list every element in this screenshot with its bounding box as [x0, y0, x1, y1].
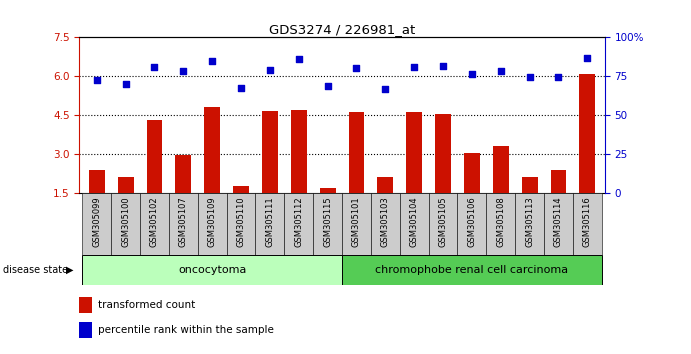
- Bar: [82, 255, 342, 285]
- Bar: [544, 193, 573, 255]
- Text: GSM305103: GSM305103: [381, 196, 390, 247]
- Bar: [117, 177, 133, 193]
- Bar: [551, 170, 567, 193]
- Bar: [573, 193, 602, 255]
- Text: oncocytoma: oncocytoma: [178, 265, 247, 275]
- Point: [149, 64, 160, 70]
- Bar: [89, 170, 105, 193]
- Text: disease state: disease state: [3, 265, 68, 275]
- Bar: [342, 255, 602, 285]
- Text: GSM305115: GSM305115: [323, 196, 332, 247]
- Bar: [205, 107, 220, 193]
- Bar: [111, 193, 140, 255]
- Point: [466, 71, 477, 76]
- Point: [120, 81, 131, 87]
- Bar: [579, 74, 595, 193]
- Point: [207, 58, 218, 63]
- Bar: [291, 110, 307, 193]
- Bar: [435, 114, 451, 193]
- Point: [553, 75, 564, 80]
- Text: GSM305099: GSM305099: [93, 196, 102, 247]
- Bar: [146, 120, 162, 193]
- Text: percentile rank within the sample: percentile rank within the sample: [98, 325, 274, 335]
- Text: GSM305104: GSM305104: [410, 196, 419, 247]
- Text: GSM305105: GSM305105: [439, 196, 448, 247]
- Text: GSM305101: GSM305101: [352, 196, 361, 247]
- Bar: [348, 113, 364, 193]
- Bar: [227, 193, 256, 255]
- Point: [91, 77, 102, 83]
- Bar: [256, 193, 284, 255]
- Bar: [262, 111, 278, 193]
- Bar: [79, 322, 91, 338]
- Bar: [176, 155, 191, 193]
- Text: transformed count: transformed count: [98, 300, 196, 310]
- Bar: [400, 193, 428, 255]
- Bar: [406, 113, 422, 193]
- Text: GSM305113: GSM305113: [525, 196, 534, 247]
- Text: GSM305109: GSM305109: [208, 196, 217, 247]
- Point: [408, 64, 419, 70]
- Text: GSM305111: GSM305111: [265, 196, 274, 247]
- Bar: [313, 193, 342, 255]
- Text: chromophobe renal cell carcinoma: chromophobe renal cell carcinoma: [375, 265, 569, 275]
- Text: GSM305114: GSM305114: [554, 196, 563, 247]
- Text: GSM305100: GSM305100: [121, 196, 130, 247]
- Bar: [522, 177, 538, 193]
- Bar: [493, 146, 509, 193]
- Title: GDS3274 / 226981_at: GDS3274 / 226981_at: [269, 23, 415, 36]
- Bar: [198, 193, 227, 255]
- Point: [524, 75, 535, 80]
- Bar: [233, 187, 249, 193]
- Bar: [457, 193, 486, 255]
- Point: [495, 68, 507, 74]
- Bar: [82, 193, 111, 255]
- Text: GSM305107: GSM305107: [179, 196, 188, 247]
- Point: [178, 68, 189, 74]
- Bar: [428, 193, 457, 255]
- Bar: [486, 193, 515, 255]
- Bar: [169, 193, 198, 255]
- Text: GSM305112: GSM305112: [294, 196, 303, 247]
- Bar: [320, 188, 336, 193]
- Text: GSM305110: GSM305110: [236, 196, 245, 247]
- Text: GSM305116: GSM305116: [583, 196, 591, 247]
- Point: [437, 63, 448, 69]
- Bar: [284, 193, 313, 255]
- Text: ▶: ▶: [66, 265, 74, 275]
- Bar: [371, 193, 400, 255]
- Text: GSM305108: GSM305108: [496, 196, 505, 247]
- Point: [322, 84, 333, 89]
- Text: GSM305106: GSM305106: [467, 196, 476, 247]
- Point: [293, 56, 304, 62]
- Point: [236, 85, 247, 91]
- Point: [351, 65, 362, 71]
- Point: [380, 86, 391, 92]
- Bar: [140, 193, 169, 255]
- Point: [582, 55, 593, 61]
- Text: GSM305102: GSM305102: [150, 196, 159, 247]
- Point: [265, 67, 276, 73]
- Bar: [377, 177, 393, 193]
- Bar: [79, 297, 91, 313]
- Bar: [464, 153, 480, 193]
- Bar: [342, 193, 371, 255]
- Bar: [515, 193, 544, 255]
